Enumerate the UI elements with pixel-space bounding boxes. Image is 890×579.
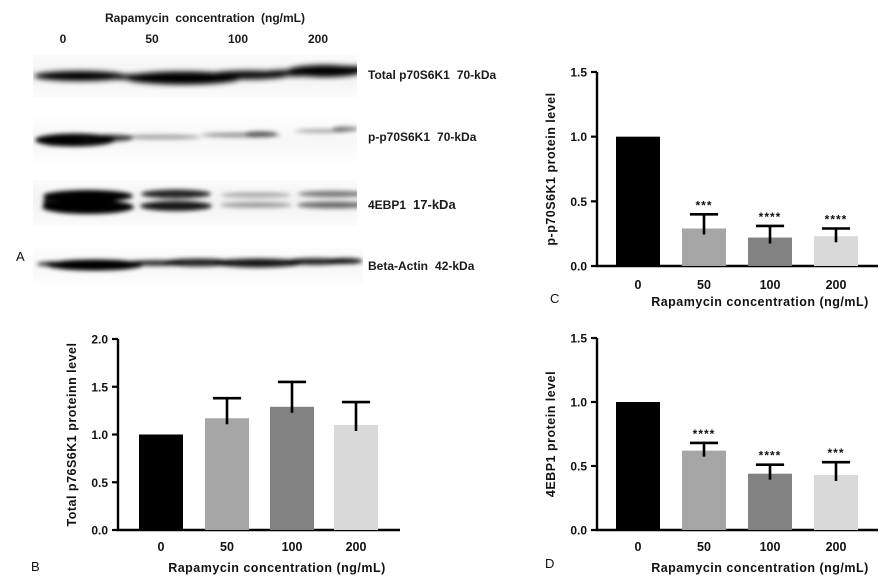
- blot-label-beta-actin: Beta-Actin 42-kDa: [368, 259, 474, 273]
- chart-4ebp1: 0.0 0.5 1.0 1.5 0 **** 50 **** 100 *** 200 Rapamyci…: [445, 310, 890, 579]
- bar-chart-B: 0.0 0.5 1.0 1.5 2.0 0 50 100 200 Rapamycin concen…: [65, 333, 400, 575]
- bar-50: [682, 450, 726, 530]
- y-tick-label: 1.0: [570, 396, 587, 410]
- blot-kda: 70-kDa: [456, 68, 497, 82]
- y-axis-label: 4EBP1 protein level: [544, 371, 558, 497]
- x-axis-label: Rapamycin concentration (ng/mL): [651, 295, 869, 309]
- x-axis-label: Rapamycin concentration (ng/mL): [651, 561, 869, 575]
- blot-name: Total p70S6K1: [368, 68, 450, 82]
- blot-kda: 70-kDa: [437, 130, 477, 144]
- y-tick-label: 0.0: [570, 524, 587, 538]
- bar-chart-C: 0.0 0.5 1.0 1.5 0 *** 50 **** 100 **** 200 Rapamyci…: [544, 66, 878, 309]
- blot-name: 4EBP1: [368, 198, 407, 212]
- bar-0: [616, 402, 660, 530]
- y-tick-label: 0.5: [570, 460, 587, 474]
- blot-row-beta-actin: [33, 247, 363, 285]
- x-tick-label: 200: [346, 540, 367, 554]
- blot-bands-row-2: [35, 126, 357, 147]
- blot-bands-row-4: [37, 258, 363, 271]
- blot-row-total-p70s6k1: [33, 55, 357, 97]
- y-axis-label: p-p70S6K1 protein level: [544, 92, 558, 245]
- lane-label-100: 100: [227, 32, 249, 46]
- blot-row-p-p70s6k1: [33, 118, 357, 162]
- y-tick-label: 1.0: [570, 130, 587, 144]
- blot-kda: 42-kDa: [435, 259, 475, 273]
- y-tick-label: 1.5: [570, 66, 587, 80]
- blot-label-p-p70s6k1: p-p70S6K1 70-kDa: [368, 130, 476, 144]
- x-axis-label: Rapamycin concentration (ng/mL): [168, 561, 386, 575]
- bar-50: [205, 418, 249, 530]
- blot-header-title: Rapamycin concentration (ng/mL): [104, 11, 306, 25]
- blot-name: Beta-Actin: [368, 259, 429, 273]
- y-axis-label: Total p76S6K1 proteinn level: [65, 343, 79, 527]
- significance-stars: ****: [759, 210, 782, 224]
- panel-letter-b: B: [31, 559, 40, 574]
- x-tick-label: 100: [282, 540, 303, 554]
- chart-p-p70s6k1: 0.0 0.5 1.0 1.5 0 *** 50 **** 100 **** 200 Rapamyci…: [445, 40, 890, 310]
- bar-0: [139, 434, 183, 530]
- panel-letter-d: D: [545, 556, 555, 571]
- x-tick-label: 200: [826, 540, 847, 554]
- significance-stars: ****: [759, 449, 782, 463]
- blot-label-total-p70s6k1: Total p70S6K1 70-kDa: [368, 68, 496, 82]
- bar-100: [748, 473, 792, 530]
- x-tick-label: 50: [220, 540, 234, 554]
- y-tick-label: 2.0: [91, 333, 108, 347]
- x-tick-label: 0: [635, 278, 642, 292]
- x-tick-label: 50: [697, 278, 711, 292]
- significance-stars: ****: [693, 427, 716, 441]
- x-tick-label: 100: [760, 278, 781, 292]
- x-tick-label: 0: [158, 540, 165, 554]
- panel-letter-c: C: [550, 291, 560, 306]
- y-tick-label: 0.0: [570, 260, 587, 274]
- x-tick-label: 100: [760, 540, 781, 554]
- y-tick-label: 0.0: [91, 524, 108, 538]
- bar-200: [814, 474, 858, 530]
- y-tick-label: 1.0: [91, 428, 108, 442]
- panel-letter-a: A: [16, 249, 25, 264]
- blot-bands-row-1: [34, 65, 357, 85]
- bar-chart-D: 0.0 0.5 1.0 1.5 0 **** 50 **** 100 *** 200 Rapamyci…: [544, 332, 878, 575]
- blot-label-4ebp1: 4EBP1 17-kDa: [368, 197, 456, 212]
- lane-label-200: 200: [307, 32, 329, 46]
- bar-0: [616, 136, 660, 266]
- bar-50: [682, 228, 726, 266]
- x-tick-label: 50: [697, 540, 711, 554]
- x-tick-label: 200: [826, 278, 847, 292]
- y-tick-label: 1.5: [570, 332, 587, 346]
- x-tick-label: 0: [635, 540, 642, 554]
- chart-total-p70s6k1: 0.0 0.5 1.0 1.5 2.0 0 50 100 200 Rapamycin concen…: [0, 300, 445, 579]
- bar-100: [270, 406, 314, 530]
- significance-stars: ***: [827, 446, 844, 460]
- y-tick-label: 0.5: [570, 195, 587, 209]
- bar-200: [334, 424, 378, 530]
- significance-stars: ***: [695, 198, 712, 212]
- lane-label-0: 0: [59, 32, 67, 46]
- blot-kda: 17-kDa: [413, 197, 456, 212]
- lane-label-50: 50: [145, 32, 159, 46]
- significance-stars: ****: [825, 212, 848, 226]
- blot-row-4ebp1: [33, 180, 357, 226]
- y-tick-label: 0.5: [91, 476, 108, 490]
- y-tick-label: 1.5: [91, 380, 108, 394]
- blot-bands-row-3: [42, 189, 357, 214]
- blot-name: p-p70S6K1: [368, 130, 431, 144]
